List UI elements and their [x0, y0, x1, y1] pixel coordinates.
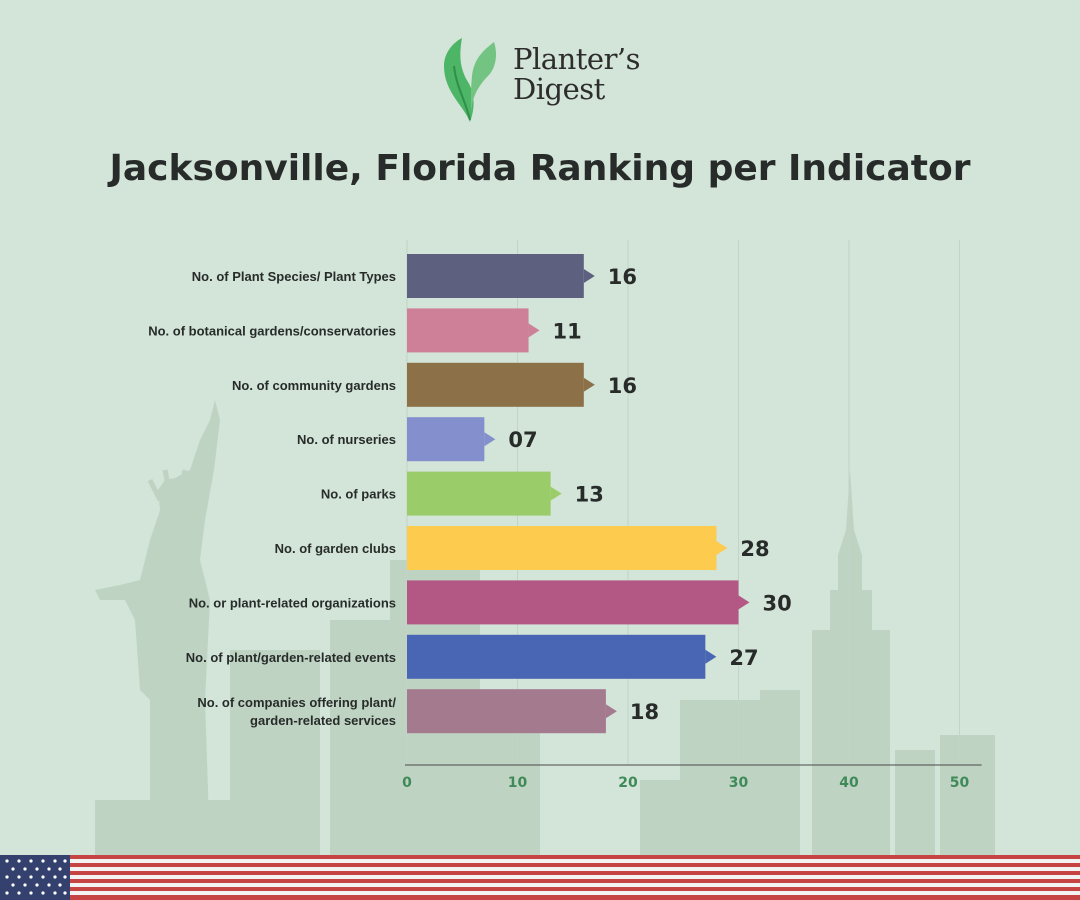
us-flag-banner	[0, 855, 1080, 900]
bar-pointer	[484, 432, 496, 447]
category-label: No. of plant/garden-related events	[186, 650, 396, 665]
bar	[407, 362, 584, 407]
page-title: Jacksonville, Florida Ranking per Indica…	[109, 148, 971, 189]
data-label: 16	[608, 374, 637, 398]
category-label: No. of community gardens	[232, 378, 396, 393]
data-label: 16	[608, 265, 637, 289]
category-label-line: No. of Plant Species/ Plant Types	[192, 269, 396, 284]
data-label: 27	[729, 646, 758, 670]
category-label-line: No. of plant/garden-related events	[186, 650, 396, 665]
bar-pointer	[583, 269, 595, 283]
x-tick-label: 0	[402, 775, 412, 791]
bar	[407, 580, 739, 625]
bar	[407, 526, 717, 570]
x-tick-label: 50	[950, 775, 970, 791]
bar	[407, 634, 706, 679]
bar-pointer	[528, 323, 540, 338]
category-label-line: No. of botanical gardens/conservatories	[148, 323, 396, 338]
bar	[407, 308, 529, 353]
planters-digest-logo: Planter’s Digest	[440, 36, 650, 126]
brand-wordmark: Planter’s Digest	[513, 42, 641, 106]
category-label: No. of garden clubs	[275, 541, 396, 556]
data-label: 13	[575, 483, 604, 507]
bar	[407, 254, 584, 298]
category-label: No. of companies offering plant/garden-r…	[197, 695, 396, 728]
data-label: 18	[630, 700, 659, 724]
bar-pointer	[716, 541, 728, 555]
category-label: No. of botanical gardens/conservatories	[148, 323, 396, 338]
category-label-line: No. of community gardens	[232, 378, 396, 393]
bar-pointer	[738, 595, 750, 610]
data-label: 28	[740, 537, 769, 561]
category-label: No. of Plant Species/ Plant Types	[192, 269, 396, 284]
category-label: No. of nurseries	[297, 432, 396, 447]
category-label: No. or plant-related organizations	[189, 595, 396, 610]
brand-name-line2: Digest	[513, 72, 605, 106]
x-tick-label: 40	[839, 775, 859, 791]
x-tick-label: 20	[618, 775, 638, 791]
bar	[407, 471, 551, 516]
data-label: 07	[508, 428, 537, 452]
bar-pointer	[705, 649, 717, 664]
category-label-line: garden-related services	[250, 713, 396, 728]
category-label-line: No. of companies offering plant/	[197, 695, 396, 710]
category-label: No. of parks	[321, 487, 396, 502]
bar	[407, 689, 606, 734]
category-label-line: No. of garden clubs	[275, 541, 396, 556]
category-label-line: No. or plant-related organizations	[189, 595, 396, 610]
brand-name-line1: Planter’s	[513, 42, 641, 76]
x-tick-label: 10	[508, 775, 528, 791]
category-label-line: No. of parks	[321, 487, 396, 502]
bar-pointer	[605, 704, 617, 719]
data-label: 11	[553, 319, 582, 343]
bar-pointer	[583, 377, 595, 392]
leaf-icon	[444, 38, 496, 122]
bar-pointer	[550, 486, 562, 501]
data-label: 30	[763, 591, 792, 615]
x-tick-label: 30	[729, 775, 749, 791]
bar	[407, 417, 485, 462]
category-label-line: No. of nurseries	[297, 432, 396, 447]
flag-star-field	[0, 855, 70, 900]
